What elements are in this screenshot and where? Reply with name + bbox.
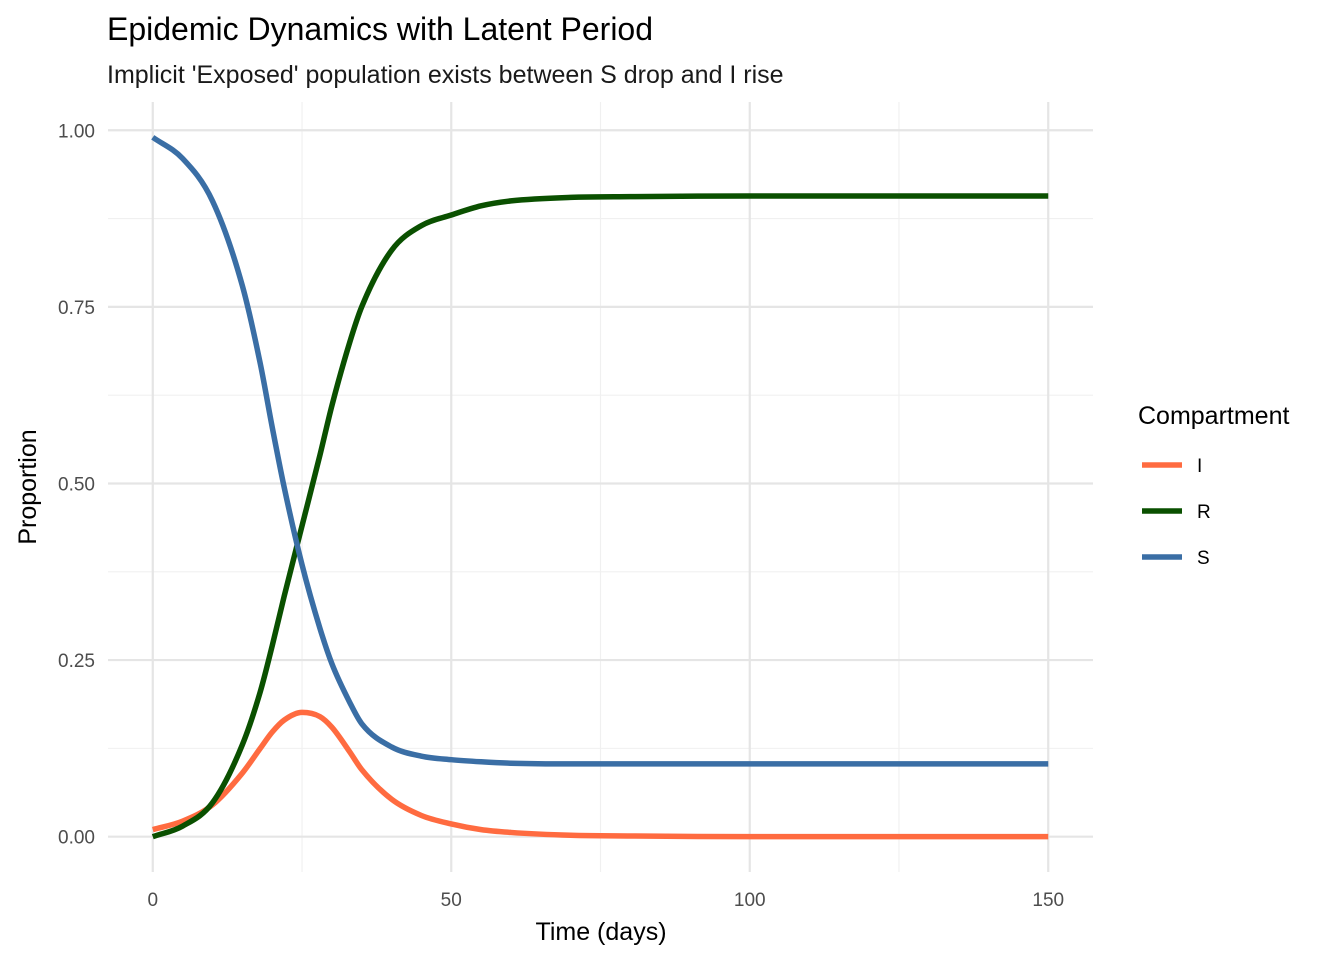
legend: Compartment I R S xyxy=(1138,402,1289,569)
x-tick-label: 150 xyxy=(1032,890,1064,911)
y-tick-label: 0.50 xyxy=(58,474,95,495)
x-tick-label: 50 xyxy=(441,890,462,911)
minor-gridlines xyxy=(108,102,1093,872)
legend-label-r: R xyxy=(1197,502,1211,523)
chart-title: Epidemic Dynamics with Latent Period xyxy=(107,11,653,47)
series-line-s xyxy=(151,135,1049,767)
y-axis-label: Proportion xyxy=(14,429,42,544)
series-line-r xyxy=(151,193,1049,840)
x-tick-label: 100 xyxy=(734,890,766,911)
y-axis-ticks: 0.00 0.25 0.50 0.75 1.00 xyxy=(58,121,95,848)
y-tick-label: 0.75 xyxy=(58,298,95,319)
x-tick-label: 0 xyxy=(147,890,158,911)
x-axis-ticks: 0 50 100 150 xyxy=(147,890,1064,911)
legend-title: Compartment xyxy=(1138,402,1289,430)
y-tick-label: 0.25 xyxy=(58,651,95,672)
major-gridlines xyxy=(108,102,1093,872)
chart-subtitle: Implicit 'Exposed' population exists bet… xyxy=(107,61,784,89)
series-line-i xyxy=(152,709,1049,840)
legend-label-i: I xyxy=(1197,456,1202,477)
legend-items: I R S xyxy=(1142,456,1211,569)
legend-label-s: S xyxy=(1197,548,1210,569)
y-tick-label: 1.00 xyxy=(58,121,95,142)
y-tick-label: 0.00 xyxy=(58,828,95,849)
series-lines xyxy=(151,135,1049,840)
x-axis-label: Time (days) xyxy=(535,918,666,946)
